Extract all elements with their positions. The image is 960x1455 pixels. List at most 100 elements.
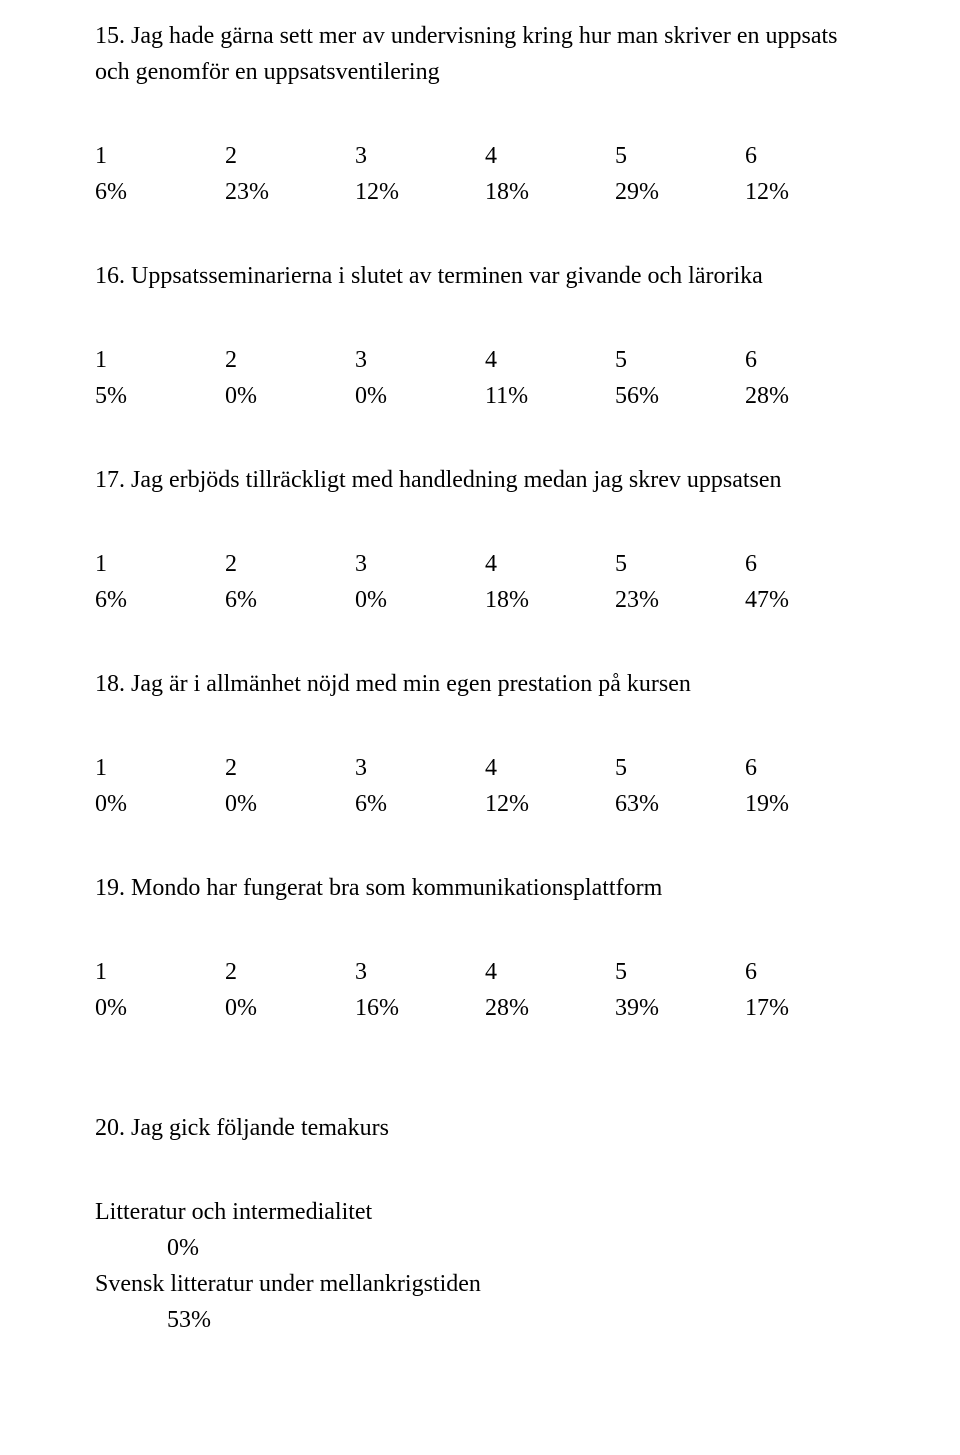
- scale-value: 11%: [485, 378, 615, 414]
- scale-value: 6%: [355, 786, 485, 822]
- question-19-table: 1 2 3 4 5 6 0% 0% 16% 28% 39% 17%: [95, 954, 845, 1026]
- scale-value: 23%: [225, 174, 355, 210]
- question-20-body: Jag gick följande temakurs: [131, 1115, 389, 1141]
- scale-value: 28%: [485, 990, 615, 1026]
- scale-value: 56%: [615, 378, 745, 414]
- scale-value: 0%: [95, 786, 225, 822]
- question-20-options: Litteratur och intermedialitet 0% Svensk…: [95, 1194, 865, 1338]
- scale-header: 3: [355, 954, 485, 990]
- scale-header: 1: [95, 954, 225, 990]
- scale-header: 4: [485, 954, 615, 990]
- scale-value: 5%: [95, 378, 225, 414]
- scale-value: 63%: [615, 786, 745, 822]
- table-row: 6% 6% 0% 18% 23% 47%: [95, 582, 845, 618]
- question-17-table: 1 2 3 4 5 6 6% 6% 0% 18% 23% 47%: [95, 546, 845, 618]
- table-row: 5% 0% 0% 11% 56% 28%: [95, 378, 845, 414]
- scale-header: 4: [485, 138, 615, 174]
- scale-value: 23%: [615, 582, 745, 618]
- scale-header: 6: [745, 954, 845, 990]
- option-label: Litteratur och intermedialitet: [95, 1194, 865, 1230]
- scale-header: 6: [745, 750, 845, 786]
- question-16-number: 16.: [95, 263, 125, 289]
- table-row: 1 2 3 4 5 6: [95, 546, 845, 582]
- question-18-number: 18.: [95, 671, 125, 697]
- scale-value: 6%: [225, 582, 355, 618]
- scale-value: 16%: [355, 990, 485, 1026]
- table-row: 0% 0% 16% 28% 39% 17%: [95, 990, 845, 1026]
- spacer: [95, 1074, 865, 1110]
- question-16-body: Uppsatsseminarierna i slutet av terminen…: [131, 263, 763, 289]
- question-19-body: Mondo har fungerat bra som kommunikation…: [131, 875, 662, 901]
- scale-value: 12%: [355, 174, 485, 210]
- question-17-text: 17. Jag erbjöds tillräckligt med handled…: [95, 462, 865, 498]
- scale-header: 3: [355, 342, 485, 378]
- scale-header: 2: [225, 750, 355, 786]
- scale-header: 5: [615, 342, 745, 378]
- scale-value: 0%: [355, 582, 485, 618]
- scale-header: 6: [745, 342, 845, 378]
- scale-header: 1: [95, 138, 225, 174]
- question-15-table: 1 2 3 4 5 6 6% 23% 12% 18% 29% 12%: [95, 138, 845, 210]
- table-row: 0% 0% 6% 12% 63% 19%: [95, 786, 845, 822]
- scale-header: 1: [95, 750, 225, 786]
- scale-header: 2: [225, 546, 355, 582]
- scale-header: 1: [95, 546, 225, 582]
- scale-value: 0%: [95, 990, 225, 1026]
- scale-header: 2: [225, 954, 355, 990]
- scale-header: 1: [95, 342, 225, 378]
- scale-header: 2: [225, 138, 355, 174]
- question-17-number: 17.: [95, 467, 125, 493]
- question-19-text: 19. Mondo har fungerat bra som kommunika…: [95, 870, 865, 906]
- table-row: 6% 23% 12% 18% 29% 12%: [95, 174, 845, 210]
- scale-header: 3: [355, 546, 485, 582]
- scale-value: 28%: [745, 378, 845, 414]
- question-20-number: 20.: [95, 1115, 125, 1141]
- question-17-body: Jag erbjöds tillräckligt med handledning…: [131, 467, 782, 493]
- scale-header: 4: [485, 546, 615, 582]
- question-18-body: Jag är i allmänhet nöjd med min egen pre…: [131, 671, 691, 697]
- option-value: 0%: [95, 1230, 865, 1266]
- scale-value: 29%: [615, 174, 745, 210]
- scale-header: 5: [615, 954, 745, 990]
- scale-value: 6%: [95, 582, 225, 618]
- scale-value: 39%: [615, 990, 745, 1026]
- table-row: 1 2 3 4 5 6: [95, 750, 845, 786]
- scale-header: 6: [745, 138, 845, 174]
- scale-value: 0%: [225, 786, 355, 822]
- scale-header: 2: [225, 342, 355, 378]
- table-row: 1 2 3 4 5 6: [95, 954, 845, 990]
- table-row: 1 2 3 4 5 6: [95, 342, 845, 378]
- scale-header: 3: [355, 750, 485, 786]
- question-16-text: 16. Uppsatsseminarierna i slutet av term…: [95, 258, 865, 294]
- scale-header: 5: [615, 138, 745, 174]
- scale-value: 12%: [745, 174, 845, 210]
- scale-value: 18%: [485, 174, 615, 210]
- scale-header: 4: [485, 342, 615, 378]
- page: 15. Jag hade gärna sett mer av undervisn…: [0, 0, 960, 1455]
- question-19-number: 19.: [95, 875, 125, 901]
- question-20-text: 20. Jag gick följande temakurs: [95, 1110, 865, 1146]
- question-18-table: 1 2 3 4 5 6 0% 0% 6% 12% 63% 19%: [95, 750, 845, 822]
- scale-value: 12%: [485, 786, 615, 822]
- scale-value: 0%: [225, 378, 355, 414]
- table-row: 1 2 3 4 5 6: [95, 138, 845, 174]
- question-15-number: 15.: [95, 23, 125, 49]
- scale-value: 47%: [745, 582, 845, 618]
- scale-value: 19%: [745, 786, 845, 822]
- scale-value: 6%: [95, 174, 225, 210]
- scale-value: 0%: [225, 990, 355, 1026]
- question-18-text: 18. Jag är i allmänhet nöjd med min egen…: [95, 666, 865, 702]
- scale-value: 17%: [745, 990, 845, 1026]
- scale-header: 6: [745, 546, 845, 582]
- scale-header: 5: [615, 546, 745, 582]
- scale-header: 3: [355, 138, 485, 174]
- question-16-table: 1 2 3 4 5 6 5% 0% 0% 11% 56% 28%: [95, 342, 845, 414]
- option-value: 53%: [95, 1302, 865, 1338]
- question-15-text: 15. Jag hade gärna sett mer av undervisn…: [95, 18, 865, 90]
- option-label: Svensk litteratur under mellankrigstiden: [95, 1266, 865, 1302]
- scale-value: 0%: [355, 378, 485, 414]
- question-15-body: Jag hade gärna sett mer av undervisning …: [95, 23, 837, 85]
- scale-header: 5: [615, 750, 745, 786]
- scale-header: 4: [485, 750, 615, 786]
- scale-value: 18%: [485, 582, 615, 618]
